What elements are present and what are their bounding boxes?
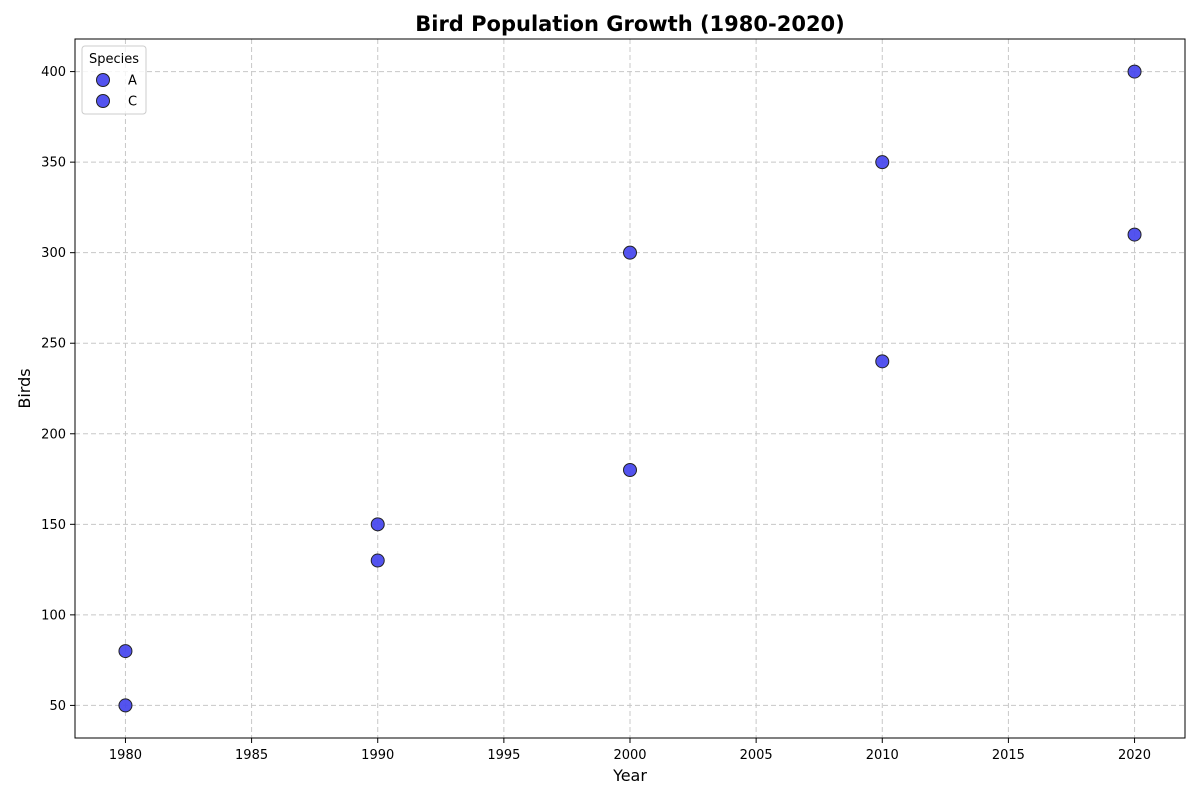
x-tick-label: 1995 — [487, 748, 520, 763]
data-point-a — [1127, 227, 1142, 242]
legend-marker — [96, 73, 110, 87]
y-tick-label: 100 — [41, 608, 66, 623]
y-tick-label: 150 — [41, 518, 66, 533]
y-tick-label: 300 — [41, 246, 66, 261]
points-layer — [118, 64, 1142, 713]
y-tick-label: 400 — [41, 65, 66, 80]
y-tick-label: 350 — [41, 156, 66, 171]
y-tick-label: 250 — [41, 337, 66, 352]
tick-layer: 1980 1985 1990 1995 2000 2005 2010 2015 2020 50 10… — [41, 65, 1151, 763]
x-tick-label: 1980 — [109, 748, 142, 763]
x-axis-label: Year — [612, 766, 647, 785]
data-point-a — [370, 553, 385, 568]
x-tick-label: 1985 — [235, 748, 268, 763]
data-point-a — [623, 462, 637, 477]
legend-label: C — [128, 95, 137, 110]
chart-title: Bird Population Growth (1980-2020) — [415, 12, 845, 36]
legend-marker — [96, 94, 110, 108]
data-point-c — [623, 245, 637, 260]
x-tick-label: 2010 — [866, 748, 899, 763]
data-point-a — [118, 698, 133, 713]
data-point-c — [370, 517, 385, 532]
legend-title: Species — [89, 52, 139, 67]
grid-layer — [75, 39, 1185, 738]
x-tick-label: 2000 — [613, 748, 646, 763]
legend-entries: AC — [96, 73, 137, 110]
y-tick-label: 200 — [41, 427, 66, 442]
x-tick-label: 2015 — [992, 748, 1025, 763]
data-point-c — [118, 644, 133, 659]
legend: Species AC — [81, 45, 147, 115]
legend-label: A — [128, 74, 137, 89]
y-tick-label: 50 — [49, 699, 66, 714]
data-point-c — [875, 155, 890, 170]
x-tick-label: 2020 — [1118, 748, 1151, 763]
data-point-a — [875, 354, 890, 369]
y-axis-label: Birds — [15, 368, 34, 408]
x-tick-label: 2005 — [740, 748, 773, 763]
data-point-c — [1127, 64, 1142, 79]
x-tick-label: 1990 — [361, 748, 394, 763]
